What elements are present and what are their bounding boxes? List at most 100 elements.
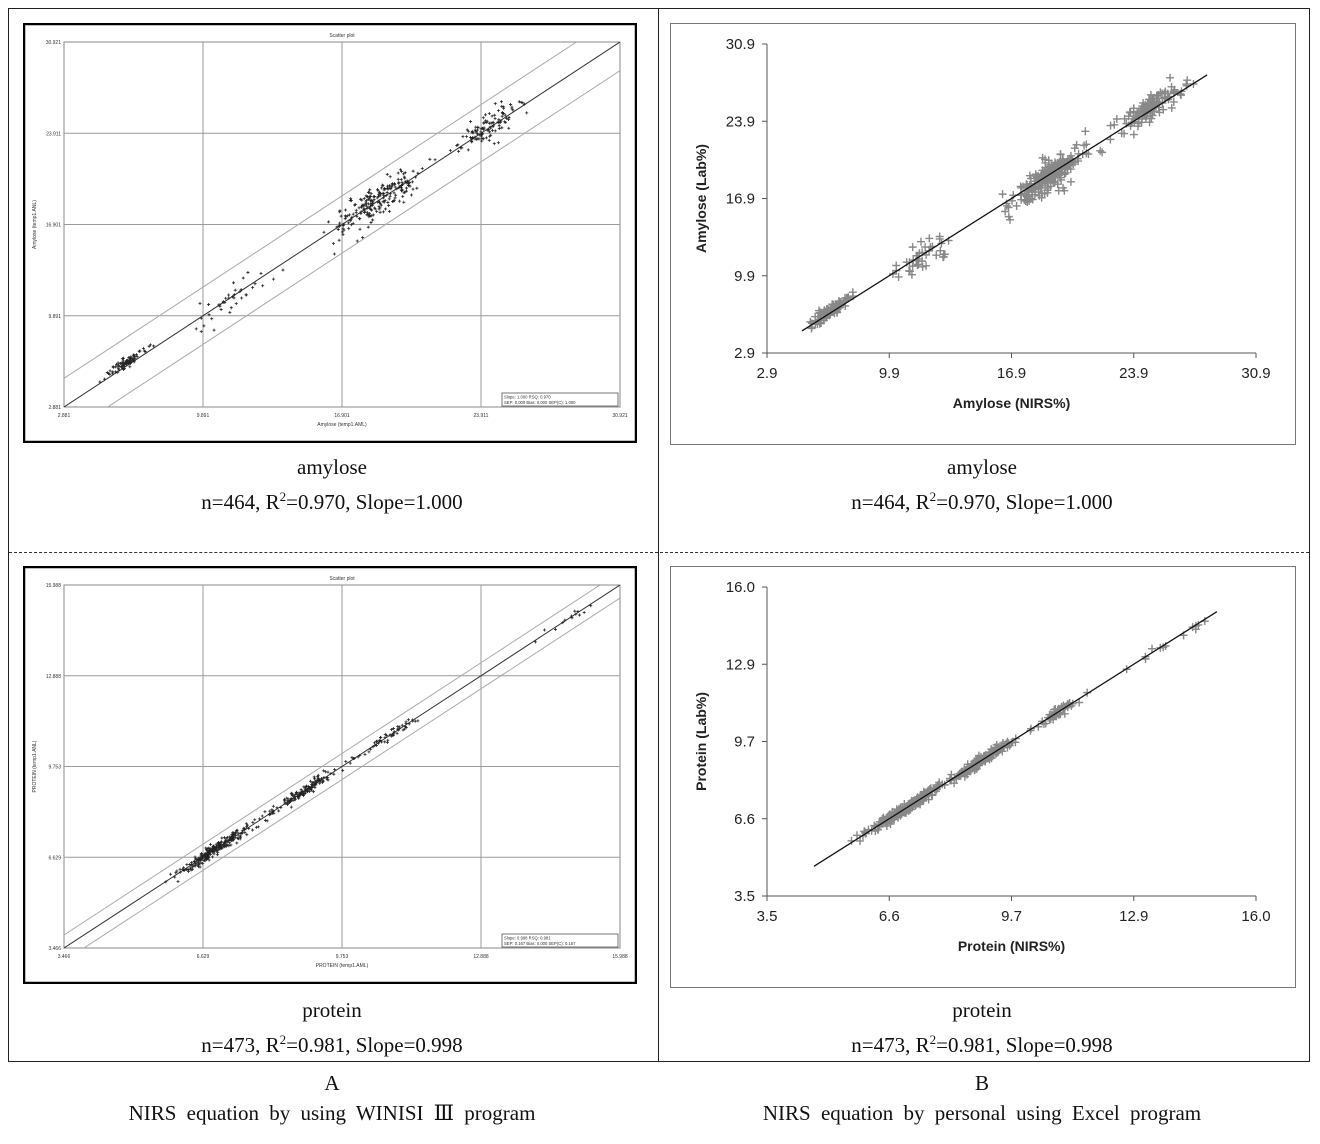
data-point <box>209 842 213 846</box>
data-point <box>198 301 202 305</box>
data-point <box>373 741 377 745</box>
data-point <box>470 140 474 144</box>
caption-a-bottom: protein n=473, R2=0.981, Slope=0.998 <box>22 995 642 1060</box>
data-point <box>396 171 400 175</box>
data-point <box>407 722 411 726</box>
data-point <box>322 230 326 234</box>
data-point <box>111 370 115 374</box>
data-point <box>371 745 375 749</box>
data-point <box>582 610 586 614</box>
y-tick-label: 15.988 <box>46 583 62 589</box>
data-point <box>304 788 308 792</box>
data-point <box>1028 185 1037 194</box>
data-point <box>322 769 326 773</box>
data-point <box>102 377 106 381</box>
data-point <box>343 217 347 221</box>
data-point <box>364 199 368 203</box>
data-point <box>320 781 324 785</box>
data-point <box>499 100 503 104</box>
data-point <box>1106 135 1115 144</box>
data-point <box>1004 212 1013 221</box>
data-point <box>905 267 914 276</box>
data-point <box>1169 97 1178 106</box>
data-point <box>219 844 223 848</box>
data-point <box>926 784 935 793</box>
data-point <box>127 355 131 359</box>
data-point <box>178 867 182 871</box>
data-point <box>366 225 370 229</box>
data-point <box>507 126 511 130</box>
data-point <box>465 135 469 139</box>
data-point <box>500 126 504 130</box>
caption-stats: n=473, R2=0.981, Slope=0.998 <box>672 1025 1292 1060</box>
column-divider <box>658 9 659 1061</box>
data-point <box>369 192 373 196</box>
data-point <box>488 134 492 138</box>
data-point <box>354 208 358 212</box>
data-point <box>210 317 214 321</box>
data-point <box>485 119 489 123</box>
x-tick-label: 16.9 <box>997 365 1026 382</box>
data-point <box>1134 107 1143 116</box>
data-point <box>348 199 352 203</box>
data-point <box>362 196 366 200</box>
data-point <box>393 185 397 189</box>
data-point <box>340 230 344 234</box>
data-point <box>399 168 403 172</box>
data-point <box>217 841 221 845</box>
data-point <box>132 354 136 358</box>
y-tick-label: 23.911 <box>46 131 61 137</box>
data-point <box>484 119 488 123</box>
data-point <box>360 205 364 209</box>
data-point <box>475 132 479 136</box>
data-point <box>1023 180 1032 189</box>
data-point <box>476 137 480 141</box>
data-point <box>355 214 359 218</box>
data-point <box>199 330 203 334</box>
data-point <box>387 204 391 208</box>
data-point <box>505 116 509 120</box>
data-point <box>383 207 387 211</box>
data-point <box>365 210 369 214</box>
data-point <box>415 186 419 190</box>
data-point <box>216 850 220 854</box>
data-point <box>193 855 197 859</box>
x-axis-label: Protein (NIRS%) <box>958 938 1065 954</box>
data-point <box>1133 122 1142 131</box>
data-point <box>1141 114 1150 123</box>
y-tick-label: 9.891 <box>48 314 61 320</box>
x-tick-label: 2.9 <box>757 365 778 382</box>
data-point <box>511 108 515 112</box>
data-point <box>1148 644 1157 653</box>
data-point <box>314 781 318 785</box>
data-point <box>292 798 296 802</box>
data-point <box>387 209 391 213</box>
data-point <box>1004 203 1013 212</box>
data-point <box>384 193 388 197</box>
data-point <box>378 210 382 214</box>
data-point <box>482 126 486 130</box>
x-tick-label: 16.901 <box>334 413 350 419</box>
data-point <box>400 180 404 184</box>
data-point <box>120 365 124 369</box>
chart-title: Scatter plot <box>329 576 355 582</box>
data-point <box>573 609 577 613</box>
caption-b-top: amylose n=464, R2=0.970, Slope=1.000 <box>672 452 1292 517</box>
data-point <box>488 130 492 134</box>
data-point <box>389 734 393 738</box>
trend-line <box>813 611 1218 867</box>
data-point <box>400 169 404 173</box>
data-point <box>497 124 501 128</box>
data-point <box>389 192 393 196</box>
data-point <box>367 750 371 754</box>
data-point <box>188 862 192 866</box>
data-point <box>341 224 345 228</box>
data-point <box>105 371 109 375</box>
data-point <box>117 368 121 372</box>
data-point <box>416 719 420 723</box>
data-point <box>489 121 493 125</box>
data-point <box>466 148 470 152</box>
caption-name: amylose <box>947 455 1017 479</box>
row-divider <box>9 552 1309 553</box>
data-point <box>296 794 300 798</box>
